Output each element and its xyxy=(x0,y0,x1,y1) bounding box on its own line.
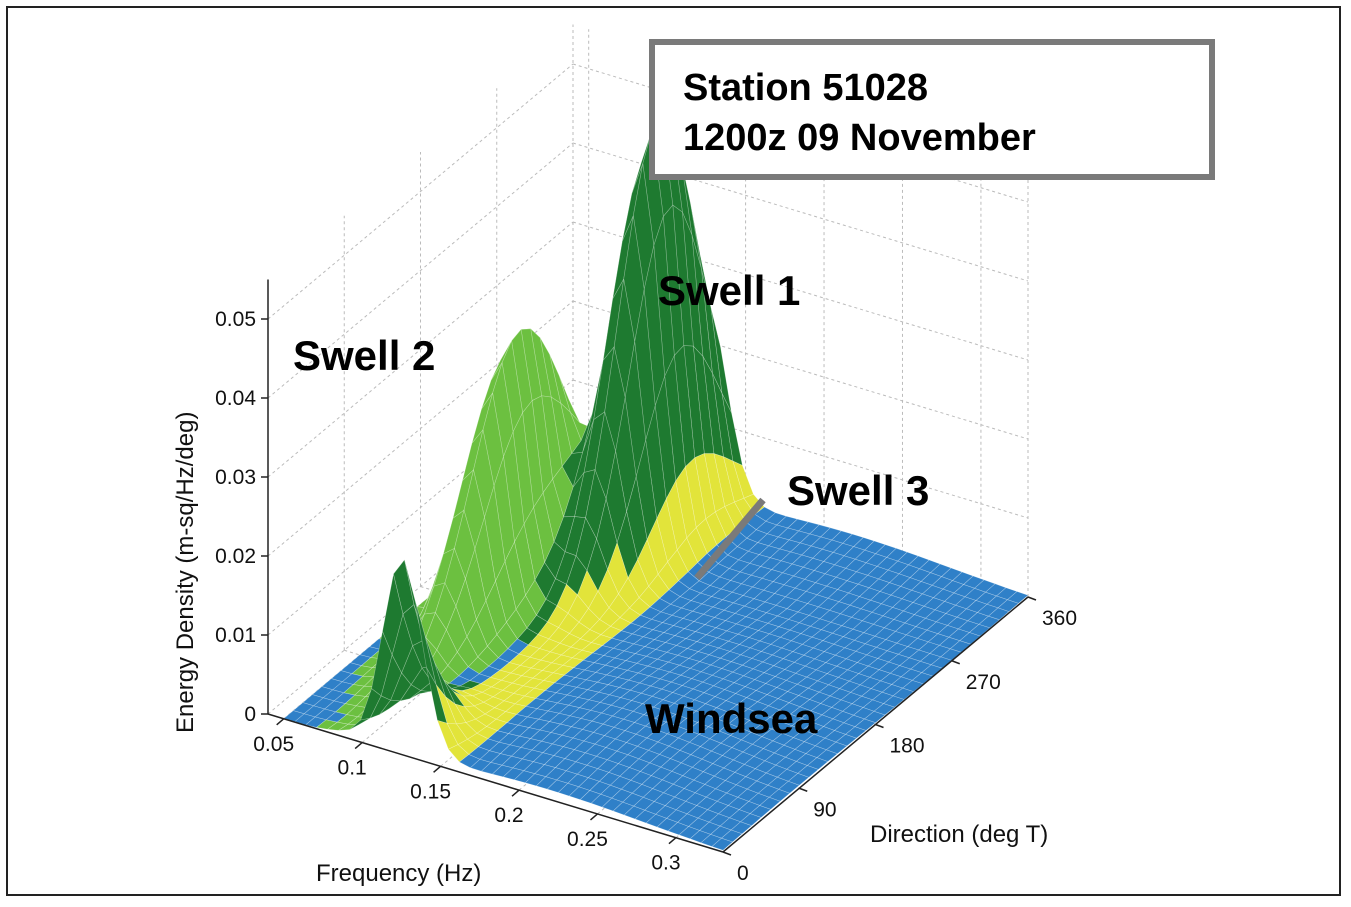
y-tick-label: 270 xyxy=(966,671,1001,694)
x-tick-mark xyxy=(433,765,442,773)
x-tick-label: 0.15 xyxy=(410,780,451,803)
y-tick-label: 90 xyxy=(813,798,836,821)
spectrum-surface xyxy=(283,116,1029,851)
x-tick-mark xyxy=(354,741,363,750)
x-tick-mark xyxy=(589,813,598,821)
grid-line xyxy=(267,142,574,399)
annotation-swell-3: Swell 3 xyxy=(787,467,929,514)
title-line-2: 1200z 09 November xyxy=(683,117,1036,159)
x-tick-mark xyxy=(276,718,285,726)
axes: 0 0.01 0.02 0.03 0.04 0.05 0.05 0.1 0.15 0.2 0.25 0… xyxy=(215,279,1077,885)
z-tick-label: 0.05 xyxy=(215,308,256,331)
z-axis-label: Energy Density (m-sq/Hz/deg) xyxy=(172,412,199,733)
x-tick-label: 0.1 xyxy=(338,757,367,780)
x-axis-label: Frequency (Hz) xyxy=(316,860,481,887)
x-tick-mark xyxy=(668,837,677,845)
x-tick-label: 0.3 xyxy=(651,852,680,875)
title-box xyxy=(649,39,1215,180)
annotation-swell-2: Swell 2 xyxy=(293,332,435,379)
annotation-swell-3-pointer xyxy=(694,497,766,581)
z-tick-label: 0.03 xyxy=(215,466,256,489)
y-tick-label: 0 xyxy=(737,862,749,885)
surface-cell xyxy=(978,615,1001,629)
y-tick-mark xyxy=(875,723,884,729)
x-tick-label: 0.05 xyxy=(253,733,294,756)
y-axis-label: Direction (deg T) xyxy=(870,821,1048,848)
y-tick-mark xyxy=(951,660,961,665)
grid-line xyxy=(267,63,574,320)
surface-cell xyxy=(997,599,1020,612)
annotation-swell-1: Swell 1 xyxy=(658,267,800,314)
x-tick-label: 0.2 xyxy=(494,804,523,827)
z-tick-label: 0.02 xyxy=(215,545,256,568)
y-tick-mark xyxy=(1027,596,1037,601)
x-axis-line xyxy=(267,713,724,853)
title-line-1: Station 51028 xyxy=(683,67,928,109)
y-tick-label: 180 xyxy=(890,735,925,758)
x-tick-mark xyxy=(511,789,520,797)
grid-line xyxy=(267,221,574,478)
y-tick-mark xyxy=(798,787,808,792)
z-tick-label: 0.01 xyxy=(215,624,256,647)
annotation-windsea: Windsea xyxy=(645,695,818,742)
y-tick-label: 360 xyxy=(1042,607,1077,630)
z-tick-label: 0.04 xyxy=(215,387,256,410)
x-tick-label: 0.25 xyxy=(567,828,608,851)
y-tick-mark xyxy=(722,851,732,856)
surface-cell xyxy=(711,837,734,851)
surface-cell xyxy=(987,607,1010,621)
z-tick-label: 0 xyxy=(244,703,256,726)
